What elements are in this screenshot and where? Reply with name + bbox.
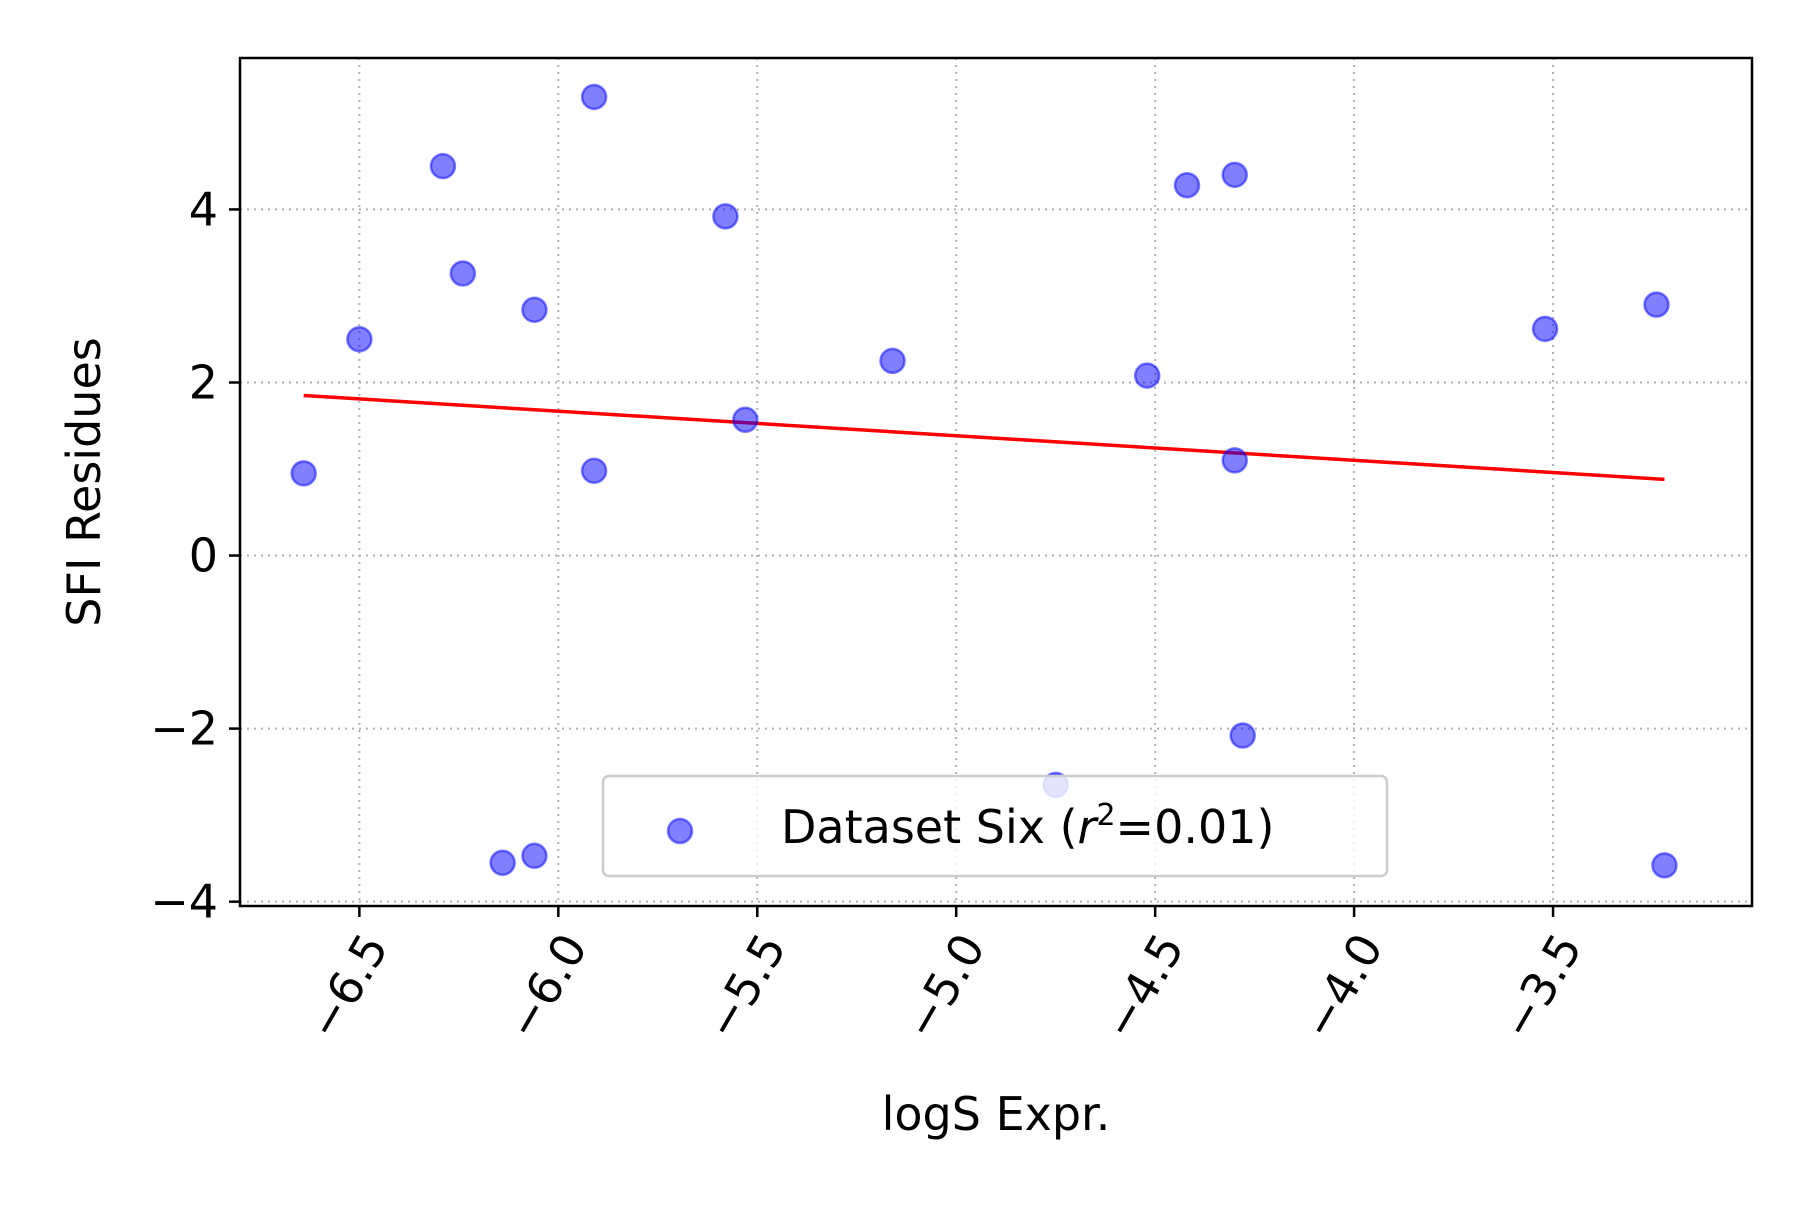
legend-marker [666, 817, 694, 845]
legend-box [601, 774, 1389, 878]
x-axis-label: logS Expr. [882, 1087, 1111, 1141]
legend-label: Dataset Six (r2=0.01) [781, 798, 1274, 854]
y-tick-label: 2 [189, 355, 218, 409]
data-point [1133, 362, 1161, 389]
data-point [521, 842, 548, 870]
y-axis-label: SFI Residues [57, 337, 111, 626]
y-tick-label: −2 [150, 702, 218, 756]
data-point [1643, 291, 1670, 318]
grid-lines [240, 58, 1752, 906]
y-tick-label: 0 [189, 529, 218, 583]
data-point [429, 152, 457, 180]
regression-line-group [303, 393, 1665, 482]
data-point [1229, 722, 1256, 749]
data-point [1221, 447, 1248, 474]
legend: Dataset Six (r2=0.01) [601, 774, 1389, 878]
data-point [290, 460, 317, 487]
regression-line [303, 393, 1665, 482]
y-tick-label: −4 [150, 875, 218, 929]
data-point [489, 849, 516, 876]
legend-label-prefix: Dataset Six ( [781, 800, 1078, 854]
data-point [449, 260, 477, 287]
data-point [580, 83, 608, 111]
data-points [290, 83, 1678, 879]
data-point [346, 325, 373, 353]
legend-label-var: r [1078, 800, 1100, 854]
data-point [732, 406, 759, 433]
data-point [1531, 315, 1559, 343]
legend-label-suffix: =0.01) [1116, 800, 1275, 854]
data-point [1221, 161, 1248, 189]
data-point [580, 457, 608, 485]
data-point [879, 347, 906, 375]
data-point [521, 296, 548, 324]
plot-frame [238, 56, 1754, 908]
data-point [712, 203, 739, 230]
data-point [1173, 171, 1201, 199]
legend-label-sup: 2 [1096, 798, 1115, 833]
y-tick-label: 4 [189, 182, 218, 236]
data-point [1651, 852, 1678, 879]
